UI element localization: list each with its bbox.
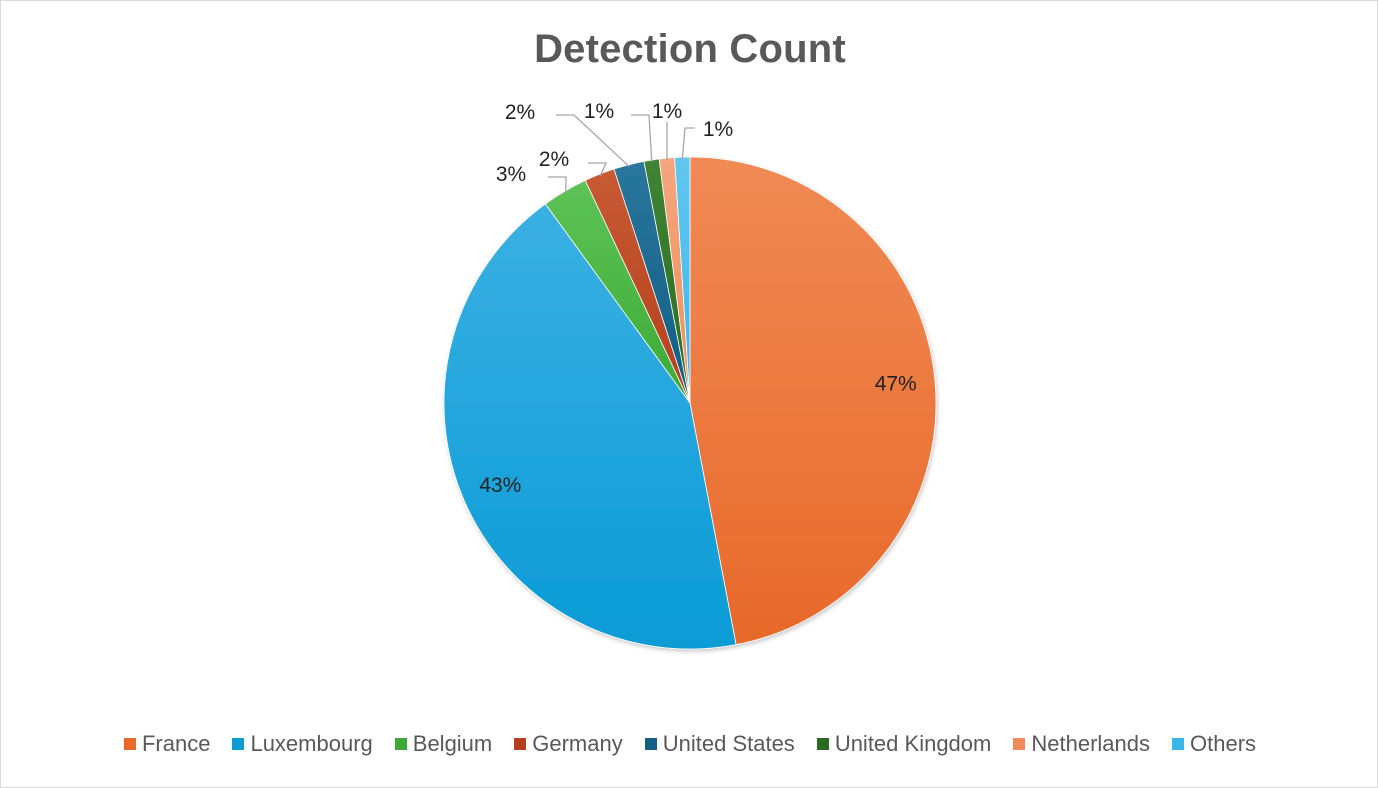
data-label-germany: 2% xyxy=(539,148,569,171)
legend: France Luxembourg Belgium Germany United Sta… xyxy=(1,731,1378,757)
pie-slice-luxembourg xyxy=(443,203,737,650)
data-label-netherlands: 1% xyxy=(652,100,682,123)
legend-swatch-netherlands xyxy=(1013,738,1026,750)
leader-line-united-states xyxy=(556,114,630,168)
leader-line-belgium xyxy=(548,176,567,193)
legend-swatch-belgium xyxy=(394,738,407,750)
leader-lines xyxy=(548,114,695,193)
legend-item-belgium: Belgium xyxy=(394,731,493,757)
data-label-france: 47% xyxy=(875,373,917,396)
data-labels: 47% 43% 3% 2% 2% 1% 1% 1% xyxy=(479,100,916,497)
pie-slice-france xyxy=(689,156,937,646)
legend-label-united-states: United States xyxy=(662,731,795,756)
legend-item-netherlands: Netherlands xyxy=(1013,731,1150,757)
legend-swatch-united-states xyxy=(644,738,657,750)
data-label-belgium: 3% xyxy=(496,163,526,186)
legend-item-france: France xyxy=(123,731,211,757)
legend-swatch-luxembourg xyxy=(232,738,245,750)
legend-item-luxembourg: Luxembourg xyxy=(232,731,373,757)
legend-item-united-kingdom: United Kingdom xyxy=(816,731,992,757)
legend-label-france: France xyxy=(141,731,211,756)
chart-title: Detection Count xyxy=(534,27,846,71)
legend-item-others: Others xyxy=(1172,731,1256,757)
leader-line-others xyxy=(681,127,695,160)
legend-label-others: Others xyxy=(1190,731,1257,756)
pie-chart: 47% 43% 3% 2% 2% 1% 1% 1% xyxy=(443,100,937,650)
legend-item-germany: Germany xyxy=(514,731,623,757)
pie-slices xyxy=(443,156,937,650)
leader-line-germany xyxy=(588,162,607,177)
legend-swatch-united-kingdom xyxy=(816,738,829,750)
data-label-united-states: 2% xyxy=(505,101,535,124)
data-label-united-kingdom: 1% xyxy=(584,100,614,123)
legend-item-united-states: United States xyxy=(644,731,795,757)
legend-label-luxembourg: Luxembourg xyxy=(250,731,373,756)
legend-label-germany: Germany xyxy=(532,731,623,756)
data-label-others: 1% xyxy=(703,118,733,141)
legend-swatch-germany xyxy=(514,738,527,750)
legend-label-united-kingdom: United Kingdom xyxy=(834,731,992,756)
data-label-luxembourg: 43% xyxy=(479,474,521,497)
legend-label-netherlands: Netherlands xyxy=(1031,731,1150,756)
legend-label-belgium: Belgium xyxy=(412,731,493,756)
leader-line-united-kingdom xyxy=(631,114,653,163)
legend-swatch-france xyxy=(123,738,136,750)
legend-swatch-others xyxy=(1172,738,1184,750)
